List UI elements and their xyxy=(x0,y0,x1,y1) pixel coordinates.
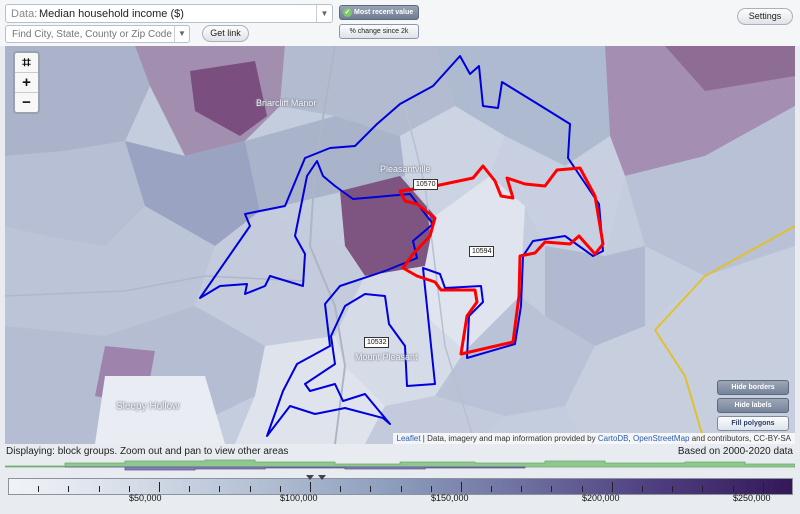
block-group xyxy=(335,266,465,406)
location-search-field[interactable]: ▼ xyxy=(5,25,190,43)
zoom-control: ⌗ + − xyxy=(13,51,40,114)
legend-tick xyxy=(401,486,402,492)
legend-gradient[interactable] xyxy=(8,478,793,495)
block-group xyxy=(125,141,260,246)
legend-tick-label: $100,000 xyxy=(280,493,318,503)
data-select-value: Median household income ($) xyxy=(39,8,184,20)
block-group xyxy=(365,396,505,444)
block-group xyxy=(665,46,795,91)
place-label: Briarcliff Manor xyxy=(256,98,317,108)
legend-tick xyxy=(370,486,371,492)
legend-tick xyxy=(702,486,703,492)
leaflet-link[interactable]: Leaflet xyxy=(396,434,421,443)
legend-tick xyxy=(280,486,281,492)
road xyxy=(308,46,347,444)
legend-tick xyxy=(672,486,673,492)
place-label: Pleasantville xyxy=(380,164,431,174)
legend-tick xyxy=(129,486,130,492)
osm-link[interactable]: OpenStreetMap xyxy=(632,434,690,443)
legend-tick xyxy=(431,486,432,492)
legend-tick xyxy=(582,486,583,492)
road xyxy=(5,275,306,297)
legend-tick xyxy=(763,482,764,492)
block-group xyxy=(190,61,267,136)
legend-tick xyxy=(521,486,522,492)
legend-tick xyxy=(642,486,643,492)
county-line xyxy=(654,225,795,331)
get-link-button[interactable]: Get link xyxy=(202,25,249,42)
legend-tick-label: $200,000 xyxy=(582,493,620,503)
value-distribution-strip xyxy=(5,457,795,475)
legend-tick-label: $150,000 xyxy=(431,493,469,503)
block-group xyxy=(435,296,595,416)
legend-marker xyxy=(306,475,314,480)
color-legend: $50,000 $100,000 $150,000 $200,000 $250,000 xyxy=(8,475,793,503)
block-group xyxy=(425,176,525,351)
zip-label[interactable]: 10570 xyxy=(413,179,439,190)
zip-boundary xyxy=(199,55,604,437)
zip-label[interactable]: 10532 xyxy=(364,337,390,348)
display-status: Displaying: block groups. Zoom out and p… xyxy=(6,446,289,457)
map-attribution: Leaflet | Data, imagery and map informat… xyxy=(392,433,795,444)
legend-tick xyxy=(461,482,462,492)
county-line xyxy=(654,329,706,444)
legend-tick xyxy=(219,486,220,492)
block-group xyxy=(625,106,795,276)
legend-tick xyxy=(310,482,311,492)
legend-marker xyxy=(318,475,326,480)
legend-tick xyxy=(491,486,492,492)
legend-tick xyxy=(551,486,552,492)
attribution-text: | Data, imagery and map information prov… xyxy=(420,434,598,443)
map-canvas[interactable]: ⌗ + − Briarcliff Manor Pleasantville Mou… xyxy=(5,46,795,444)
top-toolbar: Data: Median household income ($) ▼ ▼ Ge… xyxy=(0,0,800,46)
chevron-down-icon[interactable]: ▼ xyxy=(316,5,332,22)
legend-tick xyxy=(250,486,251,492)
fit-bounds-icon[interactable]: ⌗ xyxy=(15,53,38,73)
legend-tick xyxy=(99,486,100,492)
block-group xyxy=(5,46,150,156)
legend-tick xyxy=(189,486,190,492)
place-label: Sleepy Hollow xyxy=(116,401,180,412)
legend-tick-label: $50,000 xyxy=(129,493,162,503)
most-recent-value-toggle[interactable]: ✓ Most recent value xyxy=(339,5,419,20)
most-recent-label: Most recent value xyxy=(354,9,414,16)
block-group xyxy=(245,116,405,211)
check-icon: ✓ xyxy=(343,8,352,17)
settings-button[interactable]: Settings xyxy=(737,8,793,25)
place-label: Mount Pleasant xyxy=(355,352,418,362)
fill-polygons-button[interactable]: Fill polygons xyxy=(717,416,789,431)
block-group xyxy=(5,141,145,246)
hide-borders-button[interactable]: Hide borders xyxy=(717,380,789,395)
zoom-out-button[interactable]: − xyxy=(22,94,31,111)
block-group xyxy=(435,46,610,166)
legend-tick xyxy=(612,482,613,492)
legend-tick xyxy=(340,486,341,492)
cartodb-link[interactable]: CartoDB xyxy=(597,434,629,443)
percent-change-toggle[interactable]: % change since 2k xyxy=(339,24,419,39)
map-layer xyxy=(5,46,795,444)
chevron-down-icon[interactable]: ▼ xyxy=(174,26,189,42)
legend-tick-label: $250,000 xyxy=(733,493,771,503)
block-group xyxy=(490,136,625,256)
data-period: Based on 2000-2020 data xyxy=(677,446,793,457)
selected-zip-boundary xyxy=(398,164,605,356)
attribution-text: and contributors, CC-BY-SA xyxy=(689,434,791,443)
legend-tick xyxy=(159,482,160,492)
legend-tick xyxy=(733,486,734,492)
zip-label[interactable]: 10594 xyxy=(469,246,495,257)
zoom-in-button[interactable]: + xyxy=(15,73,38,93)
legend-tick xyxy=(68,486,69,492)
block-group xyxy=(340,176,435,276)
data-select-prefix: Data: xyxy=(11,8,38,20)
hide-labels-button[interactable]: Hide labels xyxy=(717,398,789,413)
block-group xyxy=(95,376,225,444)
data-select[interactable]: Data: Median household income ($) ▼ xyxy=(5,4,333,23)
legend-tick xyxy=(38,486,39,492)
block-group xyxy=(5,206,215,336)
road xyxy=(404,105,476,444)
search-input[interactable] xyxy=(10,28,174,41)
block-group xyxy=(545,246,645,346)
attribution-text: , xyxy=(628,434,633,443)
